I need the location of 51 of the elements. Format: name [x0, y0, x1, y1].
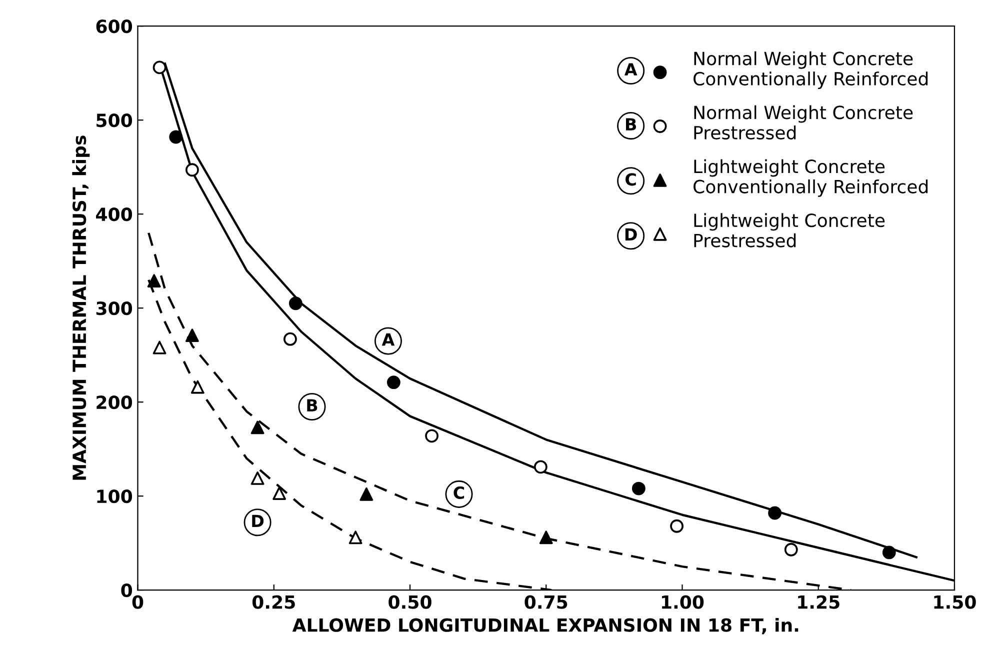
y-tick-label: 100	[97, 490, 132, 504]
text: B	[626, 118, 636, 130]
y-tick-label: 200	[96, 396, 132, 410]
point	[288, 296, 302, 310]
annotation: B	[307, 399, 318, 412]
point	[534, 460, 548, 474]
point	[386, 376, 400, 390]
point	[147, 274, 161, 288]
y-axis-title: MAXIMUM THERMAL THRUST, kips	[72, 136, 90, 480]
annotation: D	[252, 514, 264, 527]
point	[152, 60, 166, 74]
y-tick-label: 500	[96, 114, 132, 128]
point	[768, 506, 782, 520]
point	[169, 130, 183, 144]
point	[348, 530, 362, 544]
point	[250, 471, 264, 485]
y-tick-label: 400	[96, 208, 132, 222]
x-tick-label: 0	[132, 595, 144, 609]
point	[185, 163, 199, 177]
point	[632, 482, 646, 496]
x-tick-label: 1.25	[798, 595, 840, 609]
point	[272, 486, 286, 500]
point	[360, 487, 374, 501]
point	[284, 332, 297, 346]
y-tick-label: 600	[96, 20, 132, 34]
legend-label: Normal Weight Concrete Prestressed	[694, 105, 913, 140]
point	[190, 380, 204, 394]
x-tick-label: 1.50	[934, 595, 976, 609]
text: C	[626, 173, 636, 186]
legend-label: Normal Weight Concrete Conventionally Reinforced	[694, 51, 928, 90]
text: A	[624, 63, 638, 76]
legend-label: Lightweight Concrete Prestressed	[694, 213, 885, 248]
x-tick-label: 0.25	[252, 595, 295, 609]
text: D	[625, 228, 637, 241]
legend-label: Lightweight Concrete Conventionally Reinforced	[694, 159, 928, 197]
point	[425, 429, 438, 443]
y-tick-label: 300	[96, 302, 132, 316]
x-tick-label: 0.75	[524, 595, 568, 609]
point	[250, 420, 264, 434]
point	[670, 519, 684, 533]
point	[539, 530, 553, 544]
y-tick-label: 0	[121, 584, 132, 598]
point	[882, 546, 896, 560]
point	[152, 340, 166, 354]
annotation: C	[454, 486, 464, 500]
point	[784, 542, 798, 556]
x-tick-label: 0.50	[388, 595, 432, 609]
x-axis-title: ALLOWED LONGITUDINAL EXPANSION IN 18 FT, in.	[292, 618, 798, 634]
annotation: A	[382, 333, 395, 346]
point	[185, 328, 199, 342]
x-tick-label: 1.00	[662, 595, 704, 609]
